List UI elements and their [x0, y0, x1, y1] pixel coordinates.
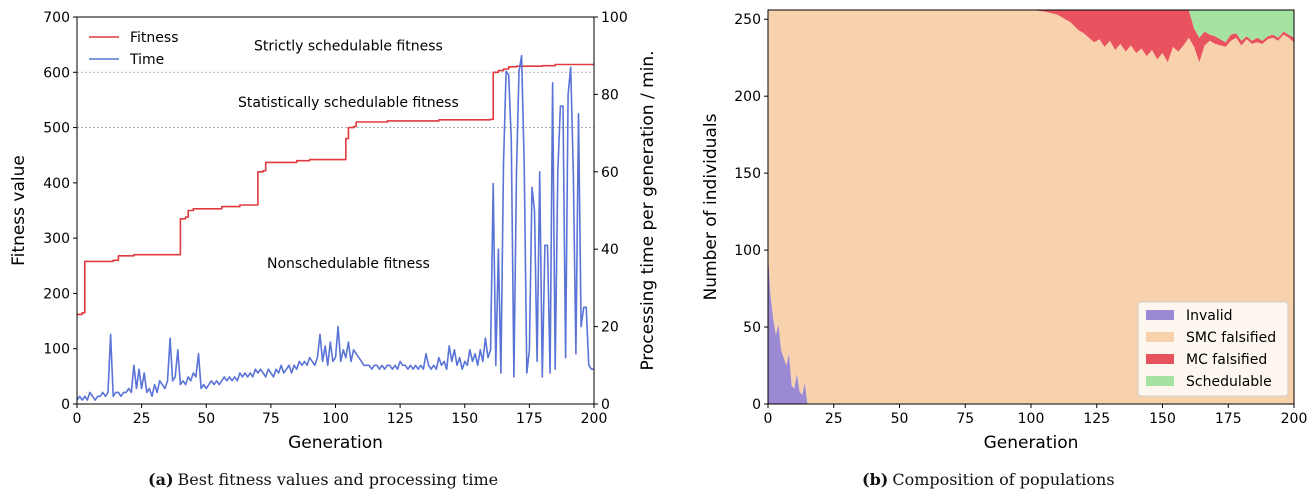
- y-tick-label-a: 700: [43, 10, 70, 26]
- legend-label-fitness: Fitness: [130, 30, 179, 46]
- x-tick-label-a: 175: [516, 411, 543, 427]
- legend-swatch-mc-falsified: [1146, 354, 1174, 364]
- x-tick-label-a: 125: [387, 411, 414, 427]
- caption-a-label: (a): [148, 470, 174, 489]
- y-tick-label-a: 500: [43, 121, 70, 137]
- legend-box-b: [1137, 301, 1289, 397]
- x-tick-label-b: 75: [956, 411, 974, 427]
- y-tick-label-a: 600: [43, 65, 70, 81]
- caption-b-text: Composition of populations: [892, 470, 1115, 489]
- x-tick-label-b: 125: [1083, 411, 1110, 427]
- x-tick-label-b: 100: [1018, 411, 1045, 427]
- legend-label-schedulable: Schedulable: [1186, 374, 1272, 390]
- annotation-a: Strictly schedulable fitness: [254, 39, 443, 55]
- y-tick-label-b: 200: [734, 89, 761, 105]
- x-tick-label-a: 0: [73, 411, 82, 427]
- x-tick-label-a: 75: [262, 411, 280, 427]
- legend-label-smc-falsified: SMC falsified: [1186, 330, 1276, 346]
- x-tick-label-b: 50: [891, 411, 909, 427]
- chart-a: 0 25 50 75 100 125 150 175 200010020030040050060…: [9, 10, 658, 453]
- chart-b: 0 25 50 75 100 125 150 175 200 0 50 100 150 200 250 Gen…: [701, 9, 1308, 453]
- y-axis-label-a: Fitness value: [9, 155, 29, 266]
- y-tick-label-b: 0: [752, 397, 761, 413]
- legend-label-time: Time: [129, 52, 164, 68]
- x-tick-label-a: 200: [581, 411, 608, 427]
- x-tick-label-a: 50: [197, 411, 215, 427]
- legend-swatch-schedulable: [1146, 376, 1174, 386]
- y-axis-label-b: Number of individuals: [701, 113, 721, 300]
- y2-tick-label-a: 20: [601, 320, 619, 336]
- y2-axis-label-a: Processing time per generation / min.: [638, 50, 658, 370]
- y-tick-label-a: 400: [43, 176, 70, 192]
- area-mc-falsified: [768, 10, 1294, 63]
- y-tick-label-a: 0: [61, 397, 70, 413]
- x-axis-label-b: Generation: [984, 433, 1079, 453]
- y2-tick-label-a: 60: [601, 165, 619, 181]
- legend-label-invalid: Invalid: [1186, 308, 1233, 324]
- legend-swatch-smc-falsified: [1146, 332, 1174, 342]
- annotation-a: Statistically schedulable fitness: [238, 95, 459, 111]
- x-tick-label-b: 0: [764, 411, 773, 427]
- series-line-time: [76, 54, 594, 401]
- caption-b-label: (b): [862, 470, 889, 489]
- x-axis-label-a: Generation: [288, 433, 383, 453]
- caption-a-text: Best fitness values and processing time: [177, 470, 499, 489]
- y-tick-label-a: 100: [43, 342, 70, 358]
- caption-b: (b) Composition of populations: [862, 470, 1115, 489]
- x-tick-label-b: 200: [1281, 411, 1308, 427]
- legend-label-mc-falsified: MC falsified: [1186, 352, 1267, 368]
- x-tick-label-a: 100: [322, 411, 349, 427]
- y-tick-label-b: 250: [734, 12, 761, 28]
- y-tick-label-b: 150: [734, 166, 761, 182]
- y2-tick-label-a: 40: [601, 242, 619, 258]
- x-tick-label-a: 25: [133, 411, 151, 427]
- x-tick-label-a: 150: [451, 411, 478, 427]
- series-line-fitness: [77, 63, 594, 316]
- x-tick-label-b: 150: [1149, 411, 1176, 427]
- y-tick-label-a: 200: [43, 286, 70, 302]
- annotation-a: Nonschedulable fitness: [267, 256, 430, 272]
- legend-swatch-invalid: [1146, 310, 1174, 320]
- y2-tick-label-a: 100: [601, 10, 628, 26]
- y2-tick-label-a: 80: [601, 87, 619, 103]
- x-tick-label-b: 25: [825, 411, 843, 427]
- area-schedulable: [768, 10, 1294, 43]
- y-tick-label-a: 300: [43, 231, 70, 247]
- x-tick-label-b: 175: [1215, 411, 1242, 427]
- y-tick-label-b: 50: [743, 320, 761, 336]
- y-tick-label-b: 100: [734, 243, 761, 259]
- y2-tick-label-a: 0: [601, 397, 610, 413]
- caption-a: (a) Best fitness values and processing ti…: [148, 470, 498, 489]
